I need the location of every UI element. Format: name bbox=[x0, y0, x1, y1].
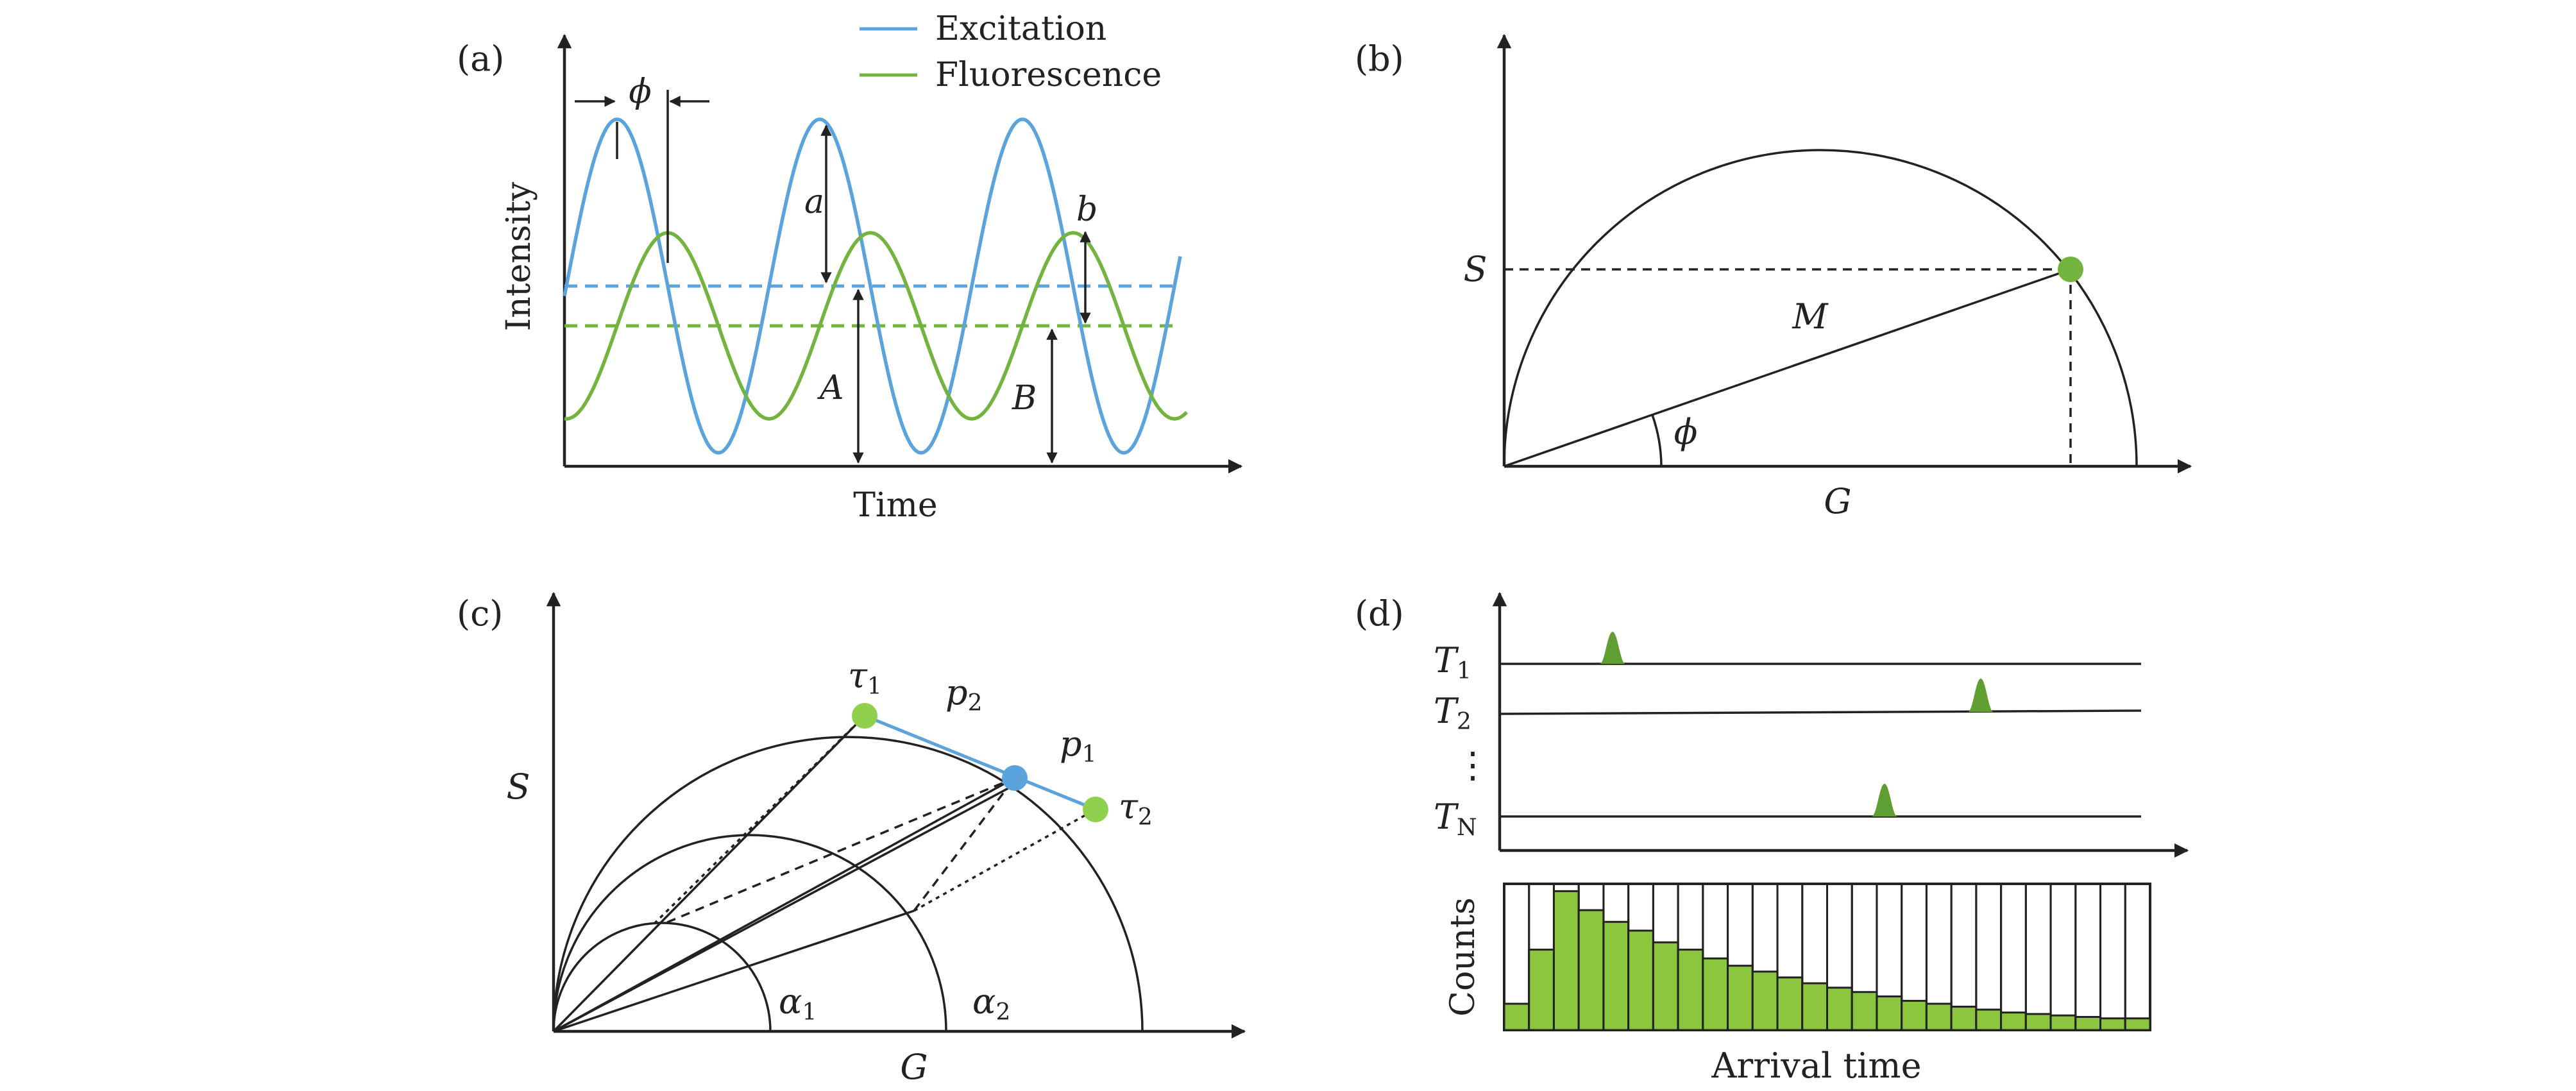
panel-b-x-label: G bbox=[1824, 481, 1851, 521]
panel-a-x-label: Time bbox=[853, 486, 937, 525]
dash-mixture-2 bbox=[913, 777, 1016, 912]
histogram-bar bbox=[1627, 929, 1654, 1031]
row-tn-label: TN bbox=[1434, 797, 1477, 841]
histogram-bar bbox=[2074, 1015, 2102, 1031]
histogram-bin-frame bbox=[2124, 883, 2151, 1031]
mixture-point bbox=[1002, 765, 1028, 791]
histogram-bar bbox=[1801, 982, 1829, 1031]
arrival-histogram bbox=[1503, 883, 2151, 1031]
histogram-bar bbox=[1577, 909, 1605, 1031]
histogram-bar bbox=[1503, 1002, 1530, 1031]
phasor-point bbox=[2058, 257, 2083, 282]
panel-a: (a) Intensity Time Excitation Fluorescen… bbox=[457, 10, 1243, 525]
vector-mixture-b bbox=[553, 782, 1017, 1033]
tau1-point bbox=[852, 703, 877, 729]
tau1-label: τ1 bbox=[848, 655, 882, 700]
histogram-bar bbox=[1975, 1008, 2003, 1031]
tau2-point bbox=[1083, 797, 1108, 822]
row-tn-photon-peak bbox=[1872, 784, 1897, 816]
row-t2-line bbox=[1499, 709, 2142, 715]
panel-c-x-label: G bbox=[900, 1047, 928, 1087]
dash-tau2 bbox=[913, 808, 1096, 912]
phase-angle-arc bbox=[1651, 414, 1663, 467]
histogram-bin-frame bbox=[2000, 883, 2027, 1031]
histogram-bar bbox=[1950, 1006, 1978, 1031]
histogram-bin-frame bbox=[2049, 883, 2077, 1031]
semicircle-alpha2 bbox=[552, 834, 947, 1032]
histogram-bar bbox=[1702, 957, 1729, 1031]
legend-excitation-label: Excitation bbox=[935, 10, 1106, 48]
histogram-bar bbox=[2024, 1013, 2052, 1031]
histogram-bin-frame bbox=[2099, 883, 2126, 1031]
histogram-bar bbox=[1851, 991, 1878, 1031]
histogram-bar bbox=[1727, 965, 1754, 1031]
phase-label: ϕ bbox=[629, 72, 651, 111]
semicircle-universal bbox=[552, 736, 1144, 1032]
panel-a-label: (a) bbox=[457, 38, 504, 79]
vector-small bbox=[553, 909, 915, 1033]
excitation-wave bbox=[563, 117, 1182, 455]
modulus-vector bbox=[1504, 268, 2071, 468]
row-ellipsis: ⋮ bbox=[1455, 745, 1491, 786]
histogram-y-label: Counts bbox=[1444, 897, 1482, 1017]
p2-label: p2 bbox=[945, 672, 982, 716]
histogram-bar bbox=[1901, 999, 1928, 1031]
histogram-bar bbox=[1876, 995, 1903, 1031]
modulus-label: M bbox=[1792, 296, 1829, 337]
panel-b-label: (b) bbox=[1355, 38, 1404, 79]
mixing-line bbox=[864, 714, 1096, 811]
histogram-bin-frame bbox=[1975, 883, 2003, 1031]
panel-c-label: (c) bbox=[457, 593, 503, 634]
row-t2-photon-peak bbox=[1968, 679, 1994, 712]
histogram-bar bbox=[2000, 1011, 2027, 1031]
dash-mixture-1 bbox=[666, 777, 1015, 924]
amplitude-a-label: a bbox=[804, 183, 824, 221]
panel-d: (d) T1 T2 ⋮ TN Counts Arrival time bbox=[1355, 591, 2189, 1086]
mean-b-label: B bbox=[1012, 379, 1037, 418]
alpha1-label: α1 bbox=[779, 981, 817, 1026]
histogram-bar bbox=[1776, 976, 1804, 1031]
histogram-bar bbox=[2049, 1014, 2077, 1031]
tau2-label: τ2 bbox=[1119, 786, 1153, 831]
panel-c: (c) S G τ1 τ2 p2 p1 α1 α2 bbox=[457, 591, 1246, 1087]
panel-a-y-label: Intensity bbox=[500, 182, 538, 331]
histogram-bar bbox=[1528, 949, 1555, 1031]
histogram-bar bbox=[1751, 970, 1779, 1031]
panel-b: (b) S G M ϕ bbox=[1355, 33, 2192, 521]
row-t1-label: T1 bbox=[1434, 640, 1471, 684]
histogram-bar bbox=[1602, 920, 1630, 1031]
alpha2-label: α2 bbox=[972, 981, 1010, 1026]
panel-b-phase-label: ϕ bbox=[1674, 412, 1698, 452]
row-t1-photon-peak bbox=[1600, 632, 1625, 664]
dash-tau1 bbox=[653, 715, 866, 925]
histogram-bar bbox=[2099, 1017, 2126, 1031]
row-t2-label: T2 bbox=[1434, 691, 1471, 735]
p1-label: p1 bbox=[1060, 723, 1096, 768]
panel-c-y-label: S bbox=[507, 766, 530, 807]
histogram-bar bbox=[1826, 986, 1853, 1031]
legend-fluorescence-label: Fluorescence bbox=[935, 56, 1162, 94]
histogram-x-label: Arrival time bbox=[1711, 1045, 1921, 1086]
histogram-bar bbox=[2124, 1017, 2151, 1031]
amplitude-b-label: b bbox=[1076, 190, 1097, 229]
histogram-bar bbox=[1677, 949, 1704, 1031]
histogram-bar bbox=[1925, 1002, 1953, 1031]
mean-a-label: A bbox=[817, 369, 844, 407]
histogram-bin-frame bbox=[2024, 883, 2052, 1031]
histogram-bin-frame bbox=[2074, 883, 2102, 1031]
histogram-bar bbox=[1652, 941, 1679, 1031]
universal-semicircle bbox=[1503, 149, 2138, 467]
vector-tau1 bbox=[552, 715, 866, 1033]
histogram-bar bbox=[1552, 890, 1580, 1031]
panel-b-y-label: S bbox=[1464, 249, 1487, 289]
panel-d-label: (d) bbox=[1355, 593, 1404, 634]
